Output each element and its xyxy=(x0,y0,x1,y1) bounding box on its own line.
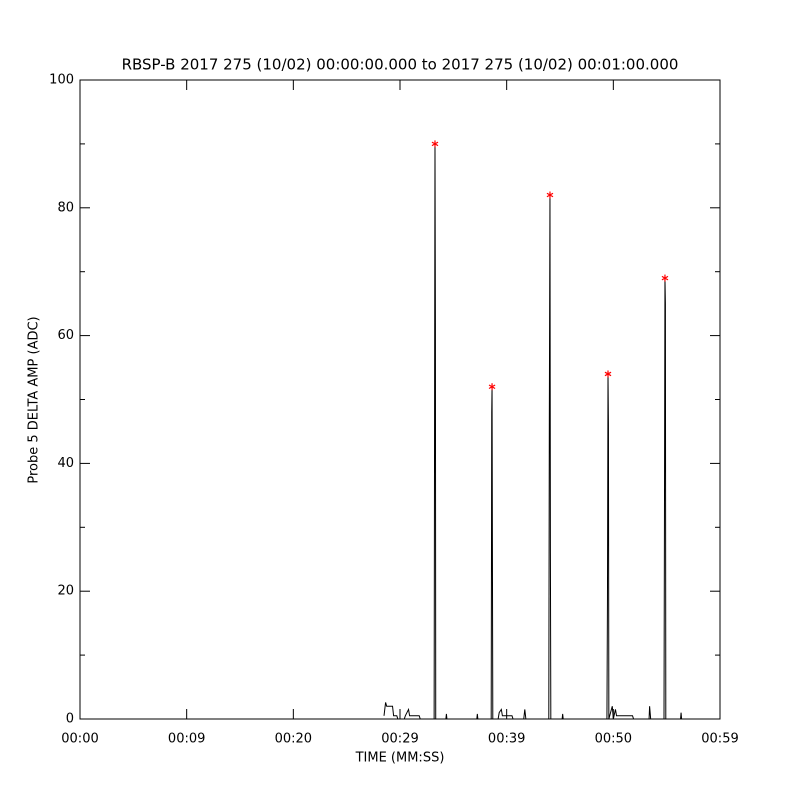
y-axis-label: Probe 5 DELTA AMP (ADC) xyxy=(27,316,42,483)
y-tick-label: 20 xyxy=(57,584,74,599)
peak-marker xyxy=(431,140,439,148)
asterisk-stroke xyxy=(546,192,554,198)
asterisk-stroke xyxy=(431,141,439,147)
y-tick-label: 0 xyxy=(66,712,74,727)
y-tick-label: 40 xyxy=(57,456,74,471)
y-tick-label: 60 xyxy=(57,328,74,343)
x-tick-label: 00:29 xyxy=(381,732,418,747)
peak-marker xyxy=(661,274,669,282)
x-tick-label: 00:50 xyxy=(595,732,632,747)
data-line xyxy=(383,143,683,720)
asterisk-stroke xyxy=(488,384,496,389)
asterisk-stroke xyxy=(661,275,669,281)
asterisk-stroke xyxy=(604,371,612,377)
peak-marker xyxy=(546,191,554,199)
x-tick-label: 00:20 xyxy=(275,732,312,747)
chart-title: RBSP-B 2017 275 (10/02) 00:00:00.000 to … xyxy=(122,56,679,74)
x-tick-label: 00:09 xyxy=(168,732,205,747)
x-axis-label: TIME (MM:SS) xyxy=(355,751,445,766)
x-tick-label: 00:00 xyxy=(61,732,98,747)
x-tick-label: 00:59 xyxy=(701,732,738,747)
x-tick-label: 00:39 xyxy=(488,732,525,747)
peak-marker xyxy=(488,383,496,391)
peak-marker xyxy=(604,370,612,378)
y-tick-label: 100 xyxy=(49,73,74,88)
y-tick-label: 80 xyxy=(57,200,74,215)
